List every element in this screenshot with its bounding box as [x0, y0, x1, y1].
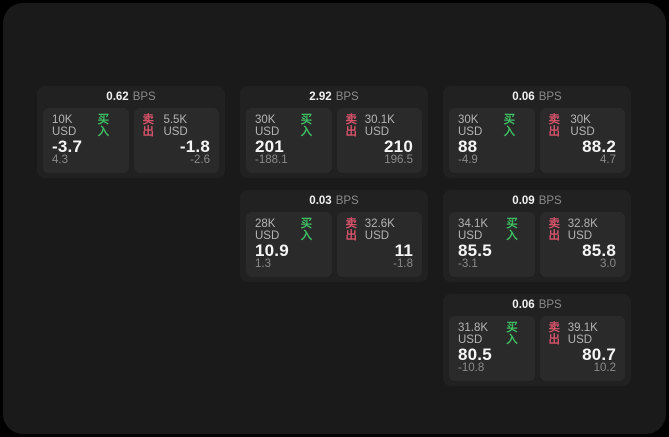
sell-price: 85.8	[582, 241, 616, 260]
buy-side-tag: 买入	[506, 218, 518, 242]
buy-side-tag: 买入	[300, 114, 313, 138]
quote-card: 0.06 BPS 30K USD 买入 88 -4.9 卖出 30K USD	[443, 86, 631, 178]
sell-panel[interactable]: 卖出 32.6K USD 11 -1.8	[336, 212, 422, 277]
card-body: 31.8K USD 买入 80.5 -10.8 卖出 39.1K USD 80.…	[443, 316, 631, 386]
sell-panel[interactable]: 卖出 5.5K USD -1.8 -2.6	[133, 108, 219, 173]
buy-panel[interactable]: 30K USD 买入 201 -188.1	[246, 108, 332, 173]
sell-side-tag: 卖出	[142, 114, 155, 138]
buy-notional: 31.8K USD	[458, 322, 489, 346]
sell-side-tag: 卖出	[548, 114, 561, 138]
card-body: 10K USD 买入 -3.7 4.3 卖出 5.5K USD -1.8 -2.…	[37, 108, 225, 178]
sell-price: 210	[384, 137, 413, 156]
sell-secondary-value: 3.0	[600, 258, 616, 270]
bps-unit-label: BPS	[132, 91, 156, 103]
sell-secondary-value: -2.6	[190, 154, 210, 166]
sell-side-tag: 卖出	[548, 218, 561, 242]
sell-price: 88.2	[582, 137, 616, 156]
buy-panel[interactable]: 31.8K USD 买入 80.5 -10.8	[449, 316, 535, 381]
sell-panel[interactable]: 卖出 39.1K USD 80.7 10.2	[539, 316, 625, 381]
bps-value: 0.06	[512, 91, 535, 103]
buy-notional: 30K USD	[458, 114, 483, 138]
sell-price: 80.7	[582, 345, 616, 364]
card-body: 28K USD 买入 10.9 1.3 卖出 32.6K USD 11 -1.8	[240, 212, 428, 282]
cards-grid: 0.62 BPS 10K USD 买入 -3.7 4.3 卖出 5.5K USD	[37, 86, 631, 386]
buy-panel[interactable]: 34.1K USD 买入 85.5 -3.1	[449, 212, 535, 277]
bps-value: 0.06	[512, 299, 535, 311]
sell-side-tag: 卖出	[345, 114, 358, 138]
sell-side-tag: 卖出	[345, 218, 358, 242]
quote-card: 0.03 BPS 28K USD 买入 10.9 1.3 卖出 32.6K US…	[240, 190, 428, 282]
quote-card: 2.92 BPS 30K USD 买入 201 -188.1 卖出 30.1K …	[240, 86, 428, 178]
buy-side-tag: 买入	[506, 322, 518, 346]
buy-price: 88	[458, 137, 478, 156]
app-surface: 0.62 BPS 10K USD 买入 -3.7 4.3 卖出 5.5K USD	[3, 3, 666, 434]
bps-unit-label: BPS	[538, 91, 562, 103]
buy-notional: 28K USD	[255, 218, 280, 242]
buy-panel[interactable]: 10K USD 买入 -3.7 4.3	[43, 108, 129, 173]
bps-value: 0.62	[106, 91, 129, 103]
bps-unit-label: BPS	[335, 195, 359, 207]
buy-secondary-value: -4.9	[458, 154, 478, 166]
sell-notional: 30.1K USD	[364, 114, 395, 138]
card-body: 30K USD 买入 88 -4.9 卖出 30K USD 88.2 4.7	[443, 108, 631, 178]
quote-card: 0.09 BPS 34.1K USD 买入 85.5 -3.1 卖出 32.8K…	[443, 190, 631, 282]
bps-unit-label: BPS	[538, 299, 562, 311]
buy-side-tag: 买入	[300, 218, 313, 242]
sell-secondary-value: 4.7	[600, 154, 616, 166]
buy-secondary-value: -188.1	[255, 154, 288, 166]
buy-secondary-value: -10.8	[458, 362, 485, 374]
bps-unit-label: BPS	[538, 195, 562, 207]
sell-notional: 32.6K USD	[364, 218, 395, 242]
buy-panel[interactable]: 28K USD 买入 10.9 1.3	[246, 212, 332, 277]
buy-price: -3.7	[52, 137, 83, 156]
card-body: 30K USD 买入 201 -188.1 卖出 30.1K USD 210 1…	[240, 108, 428, 178]
buy-price: 85.5	[458, 241, 492, 260]
buy-notional: 10K USD	[52, 114, 77, 138]
sell-panel[interactable]: 卖出 32.8K USD 85.8 3.0	[539, 212, 625, 277]
sell-secondary-value: 196.5	[384, 154, 413, 166]
card-header: 0.03 BPS	[240, 190, 428, 212]
card-header: 0.06 BPS	[443, 86, 631, 108]
sell-panel[interactable]: 卖出 30K USD 88.2 4.7	[539, 108, 625, 173]
buy-secondary-value: 4.3	[52, 154, 68, 166]
sell-price: -1.8	[179, 137, 210, 156]
quote-card: 0.62 BPS 10K USD 买入 -3.7 4.3 卖出 5.5K USD	[37, 86, 225, 178]
quote-card: 0.06 BPS 31.8K USD 买入 80.5 -10.8 卖出 39.1…	[443, 294, 631, 386]
sell-side-tag: 卖出	[548, 322, 561, 346]
sell-panel[interactable]: 卖出 30.1K USD 210 196.5	[336, 108, 422, 173]
buy-secondary-value: -3.1	[458, 258, 478, 270]
bps-value: 2.92	[309, 91, 332, 103]
bps-value: 0.03	[309, 195, 332, 207]
sell-notional: 39.1K USD	[567, 322, 598, 346]
sell-secondary-value: 10.2	[593, 362, 616, 374]
buy-secondary-value: 1.3	[255, 258, 271, 270]
card-header: 0.62 BPS	[37, 86, 225, 108]
buy-price: 10.9	[255, 241, 289, 260]
buy-price: 80.5	[458, 345, 492, 364]
card-body: 34.1K USD 买入 85.5 -3.1 卖出 32.8K USD 85.8…	[443, 212, 631, 282]
card-header: 0.06 BPS	[443, 294, 631, 316]
buy-side-tag: 买入	[503, 114, 516, 138]
sell-notional: 5.5K USD	[163, 114, 188, 138]
buy-side-tag: 买入	[97, 114, 110, 138]
bps-value: 0.09	[512, 195, 535, 207]
sell-price: 11	[394, 241, 413, 260]
card-header: 2.92 BPS	[240, 86, 428, 108]
bps-unit-label: BPS	[335, 91, 359, 103]
sell-secondary-value: -1.8	[393, 258, 413, 270]
sell-notional: 30K USD	[570, 114, 595, 138]
card-header: 0.09 BPS	[443, 190, 631, 212]
buy-price: 201	[255, 137, 284, 156]
buy-notional: 30K USD	[255, 114, 280, 138]
sell-notional: 32.8K USD	[567, 218, 598, 242]
buy-panel[interactable]: 30K USD 买入 88 -4.9	[449, 108, 535, 173]
buy-notional: 34.1K USD	[458, 218, 489, 242]
